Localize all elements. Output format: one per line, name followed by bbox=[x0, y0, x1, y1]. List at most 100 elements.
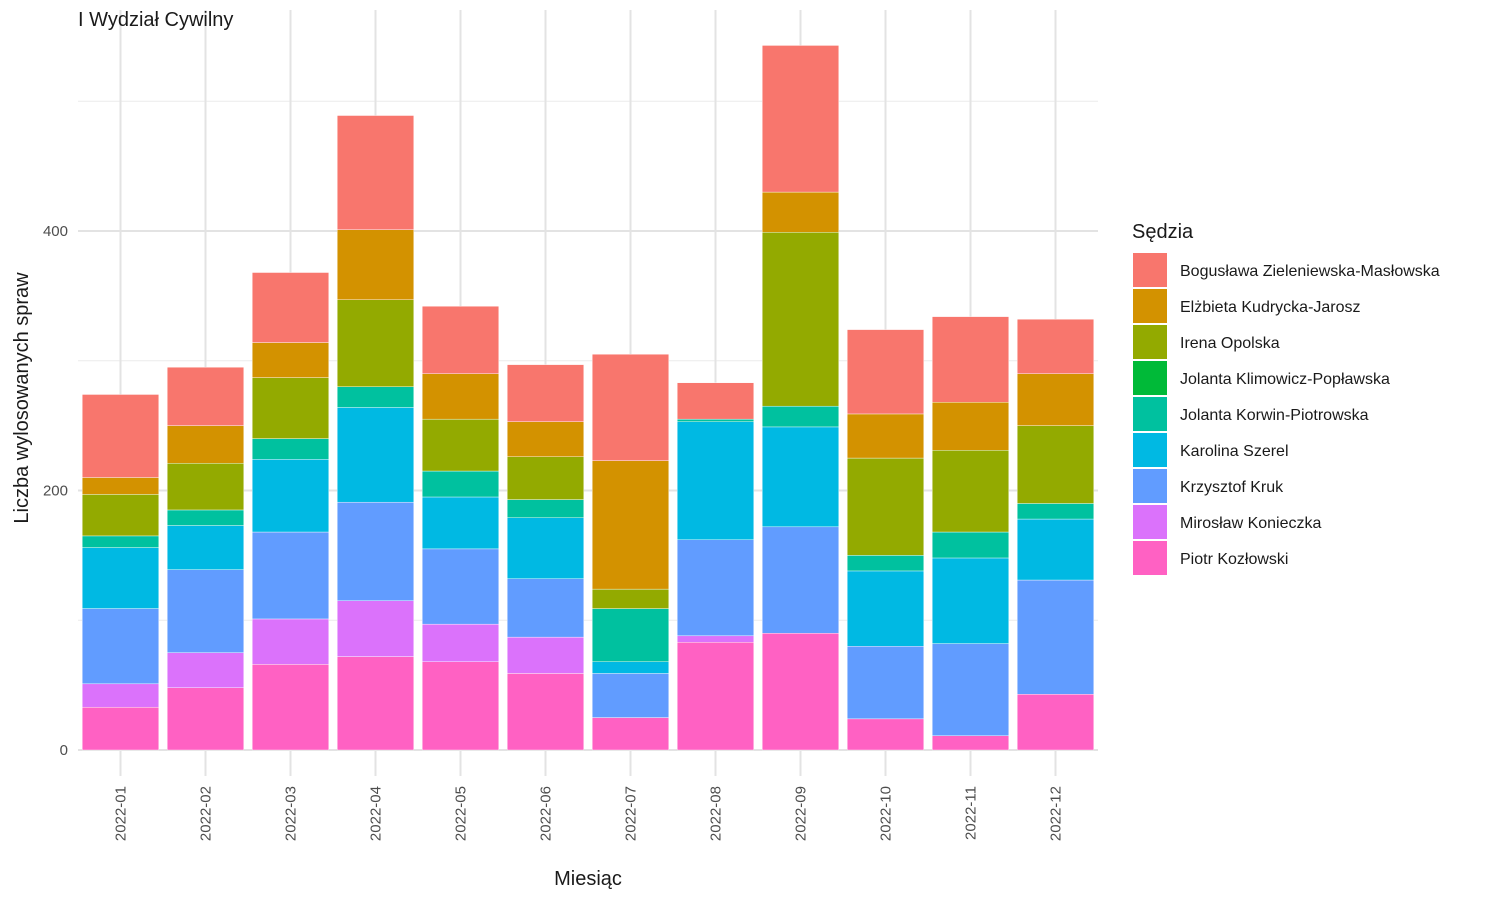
bar-segment bbox=[762, 405, 839, 428]
bar-segment bbox=[1017, 694, 1094, 751]
legend-label: Jolanta Korwin-Piotrowska bbox=[1180, 407, 1369, 424]
y-tick-label: 0 bbox=[60, 742, 68, 759]
bar-segment bbox=[507, 578, 584, 638]
bar-segment bbox=[337, 386, 414, 408]
bar-segment bbox=[762, 45, 839, 193]
legend-swatch bbox=[1133, 325, 1167, 359]
bar-segment bbox=[82, 535, 159, 548]
bar-segment bbox=[762, 232, 839, 407]
bar-segment bbox=[422, 373, 499, 420]
bar-segment bbox=[337, 229, 414, 300]
bar-segment bbox=[592, 608, 669, 662]
bar-segment bbox=[507, 456, 584, 500]
bar-segment bbox=[167, 367, 244, 426]
bar-segment bbox=[592, 460, 669, 590]
bar-segment bbox=[337, 600, 414, 657]
bar-segment bbox=[422, 418, 499, 472]
bar-segment bbox=[507, 517, 584, 579]
x-tick-label: 2022-07 bbox=[623, 786, 640, 841]
bar-segment bbox=[932, 557, 1009, 644]
x-axis-title: Miesiąc bbox=[554, 868, 622, 890]
bar-segment bbox=[167, 463, 244, 511]
x-tick-label: 2022-12 bbox=[1048, 786, 1065, 841]
bar-segment bbox=[847, 646, 924, 720]
y-axis-title: Liczba wylosowanych spraw bbox=[11, 272, 33, 524]
bar-segment bbox=[932, 316, 1009, 403]
bar-segment bbox=[82, 394, 159, 478]
bar-segment bbox=[932, 450, 1009, 533]
bar-segment bbox=[337, 299, 414, 387]
bar-segment bbox=[422, 661, 499, 751]
bar-segment bbox=[167, 425, 244, 464]
bar-segment bbox=[932, 402, 1009, 451]
legend-swatch bbox=[1133, 433, 1167, 467]
bar-segment bbox=[252, 438, 329, 460]
legend-label: Jolanta Klimowicz-Popławska bbox=[1180, 371, 1390, 388]
bar-segment bbox=[422, 470, 499, 498]
bar-segment bbox=[82, 608, 159, 685]
bar-segment bbox=[592, 673, 669, 718]
bar-segment bbox=[677, 418, 754, 422]
bar-segment bbox=[507, 499, 584, 518]
legend-title: Sędzia bbox=[1132, 221, 1194, 243]
bar-segment bbox=[677, 382, 754, 420]
bar-segment bbox=[337, 115, 414, 230]
legend-label: Krzysztof Kruk bbox=[1180, 479, 1284, 496]
x-tick-label: 2022-08 bbox=[708, 786, 725, 841]
legend-swatch bbox=[1133, 541, 1167, 575]
bar-segment bbox=[592, 588, 669, 609]
bar-segment bbox=[1017, 319, 1094, 374]
bar-segment bbox=[677, 642, 754, 751]
legend-swatch bbox=[1133, 505, 1167, 539]
legend: Sędzia Bogusława Zieleniewska-Masłowska E… bbox=[1132, 221, 1440, 575]
bar-segment bbox=[167, 652, 244, 688]
bar-segment bbox=[1017, 373, 1094, 426]
bar-segment bbox=[762, 426, 839, 528]
bar-segment bbox=[762, 526, 839, 634]
x-tick-label: 2022-03 bbox=[283, 786, 300, 841]
bar-segment bbox=[422, 623, 499, 662]
bar-segment bbox=[82, 683, 159, 708]
bar-segment bbox=[167, 525, 244, 570]
y-tick-label: 400 bbox=[43, 223, 68, 240]
bar-segment bbox=[507, 421, 584, 457]
bar-segment bbox=[82, 706, 159, 751]
bar-segment bbox=[167, 687, 244, 751]
bars bbox=[82, 45, 1094, 751]
bar-segment bbox=[167, 569, 244, 653]
bar-segment bbox=[932, 735, 1009, 751]
bar-segment bbox=[337, 501, 414, 601]
legend-swatch bbox=[1133, 361, 1167, 395]
x-tick-label: 2022-11 bbox=[963, 786, 980, 840]
x-tick-label: 2022-09 bbox=[793, 786, 810, 841]
legend-label: Elżbieta Kudrycka-Jarosz bbox=[1180, 299, 1361, 316]
bar-segment bbox=[932, 643, 1009, 736]
bar-segment bbox=[847, 570, 924, 647]
legend-label: Mirosław Konieczka bbox=[1180, 515, 1321, 532]
legend-label: Karolina Szerel bbox=[1180, 443, 1289, 460]
bar-segment bbox=[592, 354, 669, 461]
bar-segment bbox=[252, 664, 329, 751]
bar-segment bbox=[337, 407, 414, 503]
bar-segment bbox=[252, 272, 329, 343]
bar-segment bbox=[677, 635, 754, 643]
bar-segment bbox=[252, 531, 329, 620]
bar-segment bbox=[337, 656, 414, 751]
bar-segment bbox=[82, 477, 159, 495]
bar-segment bbox=[252, 342, 329, 378]
bar-segment bbox=[677, 539, 754, 637]
bar-segment bbox=[422, 306, 499, 374]
x-tick-label: 2022-05 bbox=[453, 786, 470, 841]
bar-segment bbox=[82, 494, 159, 537]
bar-segment bbox=[932, 531, 1009, 559]
bar-segment bbox=[1017, 579, 1094, 695]
bar-segment bbox=[422, 548, 499, 625]
legend-swatch bbox=[1133, 289, 1167, 323]
x-tick-label: 2022-01 bbox=[113, 786, 130, 841]
y-tick-label: 200 bbox=[43, 483, 68, 500]
bar-segment bbox=[677, 421, 754, 541]
bar-segment bbox=[167, 509, 244, 526]
legend-label: Irena Opolska bbox=[1180, 335, 1280, 352]
bar-segment bbox=[592, 661, 669, 674]
